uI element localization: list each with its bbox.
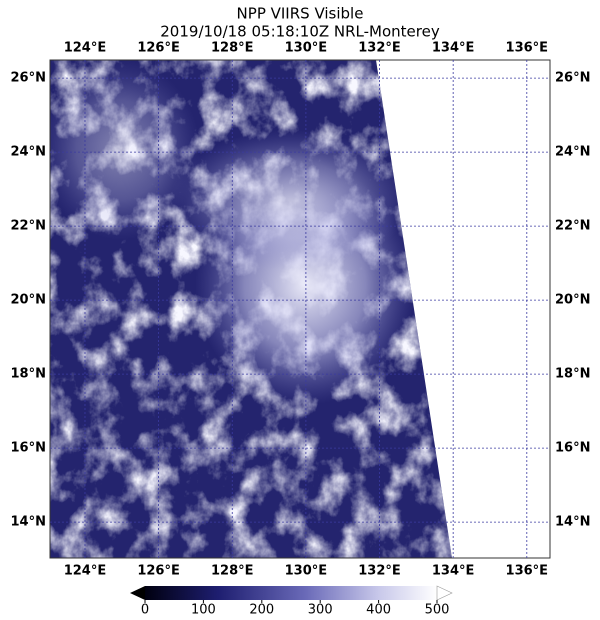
- lon-tick-label: 126°E: [137, 564, 180, 579]
- lon-tick-label: 136°E: [506, 41, 549, 56]
- lat-tick-label: 24°N: [555, 145, 590, 160]
- lon-tick-label: 134°E: [432, 41, 475, 56]
- map-subtitle: 2019/10/18 05:18:10Z NRL-Monterey: [160, 23, 440, 41]
- colorbar-under: [130, 586, 145, 600]
- colorbar-tick-label: 100: [191, 603, 216, 618]
- lat-tick-label: 14°N: [555, 515, 590, 530]
- map-frame: [49, 59, 551, 559]
- lon-tick-label: 126°E: [137, 41, 180, 56]
- satellite-image: [50, 60, 452, 558]
- lon-tick-label: 128°E: [211, 41, 254, 56]
- colorbar-tick-label: 0: [141, 603, 149, 618]
- graticule: 124°E 124°E 126°E 126°E 128°E 128°E 130°E 130°E…: [11, 41, 591, 579]
- colorbar-ticks: 0 100 200 300 400 500: [141, 600, 450, 618]
- lon-tick-label: 132°E: [358, 41, 401, 56]
- lat-tick-label: 18°N: [555, 367, 590, 382]
- lon-tick-label: 124°E: [64, 41, 107, 56]
- lat-tick-label: 18°N: [11, 367, 46, 382]
- lat-tick-label: 22°N: [555, 219, 590, 234]
- lat-tick-label: 26°N: [555, 71, 590, 86]
- lat-tick-label: 24°N: [11, 145, 46, 160]
- lat-tick-label: 22°N: [11, 219, 46, 234]
- colorbar-tick-label: 400: [366, 603, 391, 618]
- lon-tick-label: 130°E: [285, 41, 328, 56]
- lon-tick-label: 134°E: [432, 564, 475, 579]
- lat-tick-label: 16°N: [555, 441, 590, 456]
- colorbar-tick-label: 300: [308, 603, 333, 618]
- lon-tick-label: 132°E: [358, 564, 401, 579]
- lon-tick-label: 124°E: [64, 564, 107, 579]
- colorbar-tick-label: 200: [249, 603, 274, 618]
- lon-tick-label: 130°E: [285, 564, 328, 579]
- lon-tick-label: 136°E: [506, 564, 549, 579]
- lat-tick-label: 20°N: [555, 293, 590, 308]
- colorbar: [145, 586, 437, 600]
- colorbar-tick-label: 500: [425, 603, 450, 618]
- map-title: NPP VIIRS Visible: [237, 5, 364, 23]
- lat-tick-label: 16°N: [11, 441, 46, 456]
- lat-tick-label: 20°N: [11, 293, 46, 308]
- lat-tick-label: 14°N: [11, 515, 46, 530]
- colorbar-over: [436, 585, 453, 601]
- lon-tick-label: 128°E: [211, 564, 254, 579]
- lat-tick-label: 26°N: [11, 71, 46, 86]
